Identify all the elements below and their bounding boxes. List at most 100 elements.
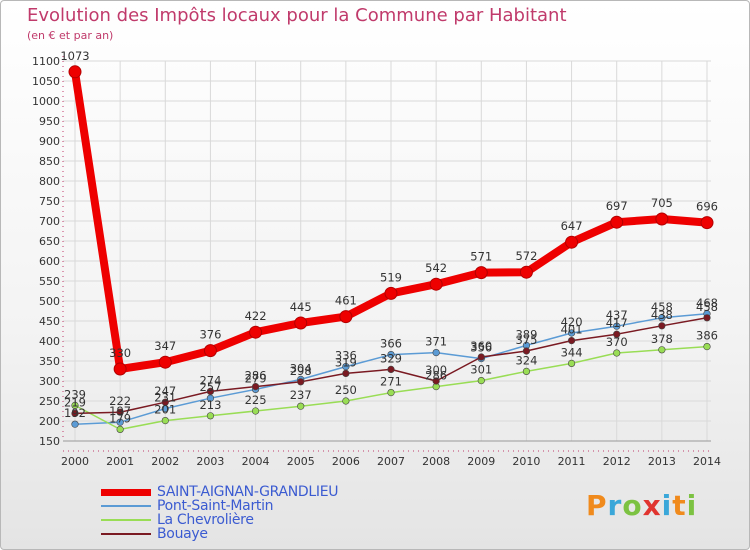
data-label: 219 (64, 395, 86, 409)
data-point (297, 378, 305, 386)
data-point (384, 286, 398, 300)
y-tick-label: 550 (39, 275, 60, 288)
x-tick-label: 2002 (151, 455, 179, 468)
legend-item: Pont-Saint-Martin (101, 499, 338, 513)
legend-label: SAINT-AIGNAN-GRANDLIEU (157, 484, 339, 500)
legend-label: Pont-Saint-Martin (157, 498, 274, 514)
data-point (206, 412, 215, 420)
data-label: 705 (651, 196, 673, 210)
data-label: 257 (199, 380, 221, 394)
y-tick-label: 700 (39, 215, 60, 228)
x-tick-label: 2004 (242, 455, 270, 468)
chart-title: Evolution des Impôts locaux pour la Comm… (27, 5, 567, 26)
legend-label: Bouaye (157, 526, 208, 542)
legend-swatch (101, 505, 151, 507)
data-point (432, 349, 440, 357)
y-tick-label: 1000 (32, 95, 60, 108)
data-label: 286 (245, 369, 267, 383)
data-label: 274 (199, 373, 221, 387)
x-tick-label: 2001 (106, 455, 134, 468)
data-label: 366 (380, 337, 402, 351)
data-point (613, 349, 621, 357)
data-label: 468 (696, 296, 718, 310)
data-label: 542 (425, 261, 447, 275)
y-tick-label: 900 (39, 135, 60, 148)
data-point (522, 347, 531, 355)
data-label: 647 (561, 219, 583, 233)
y-tick-label: 650 (39, 235, 60, 248)
x-tick-label: 2013 (648, 455, 676, 468)
data-point (522, 367, 531, 376)
x-tick-label: 2012 (603, 455, 631, 468)
data-label: 376 (199, 328, 221, 342)
data-label: 330 (109, 346, 131, 360)
x-tick-label: 2014 (693, 455, 721, 468)
x-tick-label: 2009 (467, 455, 495, 468)
data-label: 378 (651, 332, 673, 346)
data-label: 401 (561, 323, 583, 337)
data-point (567, 359, 576, 368)
data-label: 279 (245, 371, 267, 385)
data-label: 461 (335, 294, 357, 308)
data-point (610, 215, 624, 229)
data-label: 300 (425, 363, 447, 377)
y-tick-label: 850 (39, 155, 60, 168)
data-point (387, 351, 395, 359)
proxiti-logo: Proxiti (586, 489, 698, 522)
data-point (655, 212, 669, 226)
data-label: 324 (515, 353, 537, 367)
data-label: 356 (470, 341, 492, 355)
data-label: 360 (470, 339, 492, 353)
data-label: 438 (651, 308, 673, 322)
data-label: 344 (561, 345, 583, 359)
data-point (161, 398, 169, 406)
data-label: 389 (515, 327, 537, 341)
data-label: 213 (199, 398, 221, 412)
legend-swatch (101, 533, 151, 535)
data-point (71, 409, 79, 418)
data-label: 572 (515, 249, 537, 263)
data-label: 347 (154, 339, 176, 353)
legend-swatch (101, 519, 151, 521)
data-point (342, 397, 350, 405)
data-point (432, 377, 440, 385)
y-tick-label: 350 (39, 355, 60, 368)
data-label: 222 (109, 394, 131, 408)
data-point (203, 344, 217, 358)
data-label: 386 (696, 329, 718, 343)
data-label: 1073 (60, 49, 89, 63)
data-point (251, 407, 260, 415)
data-label: 422 (245, 309, 267, 323)
data-point (474, 266, 488, 280)
x-tick-label: 2011 (558, 455, 586, 468)
data-label: 237 (290, 388, 312, 402)
x-tick-label: 2005 (287, 455, 315, 468)
data-label: 370 (606, 335, 628, 349)
data-label: 201 (154, 403, 176, 417)
data-label: 458 (696, 300, 718, 314)
data-label: 225 (245, 393, 267, 407)
data-point (297, 402, 305, 410)
data-label: 458 (651, 300, 673, 314)
y-tick-label: 950 (39, 115, 60, 128)
data-point (613, 322, 621, 330)
y-tick-label: 400 (39, 335, 60, 348)
data-point (658, 346, 666, 354)
data-label: 250 (335, 383, 357, 397)
y-tick-label: 250 (39, 395, 60, 408)
data-point (342, 369, 350, 378)
data-point (387, 365, 395, 374)
x-tick-label: 2006 (332, 455, 360, 468)
data-label: 336 (335, 349, 357, 363)
data-point (700, 216, 714, 230)
y-tick-label: 1100 (32, 55, 60, 68)
data-point (429, 277, 443, 291)
data-point (116, 408, 124, 416)
data-point (565, 235, 579, 249)
data-point (116, 418, 124, 426)
y-tick-label: 600 (39, 255, 60, 268)
data-point (613, 330, 621, 338)
data-point (294, 316, 308, 330)
data-point (658, 322, 666, 330)
